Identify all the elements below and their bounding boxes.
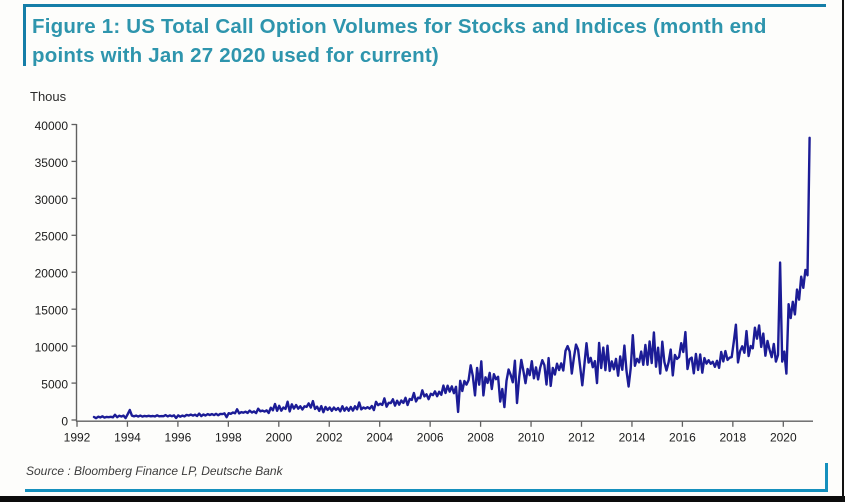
svg-text:1994: 1994 [114, 431, 141, 445]
svg-text:2020: 2020 [770, 431, 797, 445]
svg-text:2004: 2004 [366, 431, 393, 445]
svg-text:1996: 1996 [165, 431, 192, 445]
svg-text:2010: 2010 [518, 431, 545, 445]
svg-text:5000: 5000 [41, 378, 68, 392]
svg-text:40000: 40000 [35, 119, 69, 133]
svg-text:2014: 2014 [619, 431, 646, 445]
svg-text:2012: 2012 [568, 431, 595, 445]
svg-text:10000: 10000 [35, 341, 69, 355]
svg-text:1998: 1998 [215, 431, 242, 445]
svg-text:25000: 25000 [35, 230, 69, 244]
svg-text:2006: 2006 [417, 431, 444, 445]
svg-text:2000: 2000 [265, 431, 292, 445]
svg-text:30000: 30000 [35, 193, 69, 207]
svg-text:2002: 2002 [316, 431, 343, 445]
svg-text:35000: 35000 [35, 156, 69, 170]
svg-text:2016: 2016 [669, 431, 696, 445]
svg-text:2018: 2018 [719, 431, 746, 445]
svg-text:20000: 20000 [35, 267, 69, 281]
svg-text:2008: 2008 [467, 431, 494, 445]
svg-text:1992: 1992 [64, 431, 91, 445]
svg-text:0: 0 [61, 414, 68, 428]
svg-text:15000: 15000 [35, 304, 69, 318]
